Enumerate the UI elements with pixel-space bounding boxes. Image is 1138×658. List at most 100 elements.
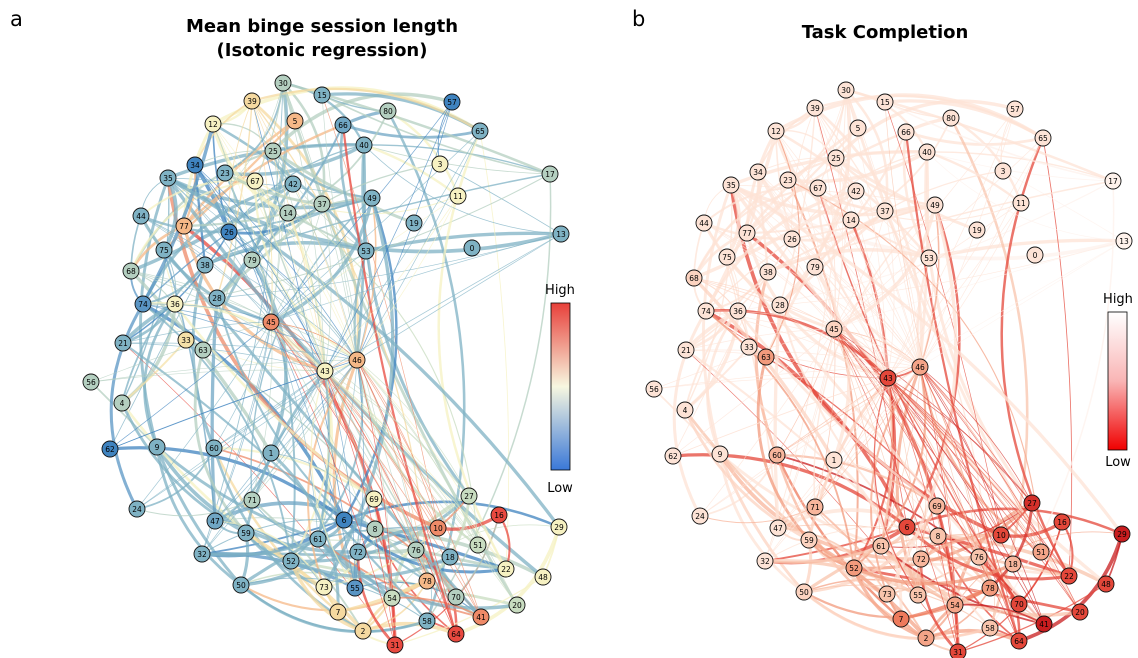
edge: [777, 328, 835, 529]
node: [768, 446, 786, 464]
edge: [289, 560, 364, 633]
node-label: 46: [915, 363, 925, 372]
edge: [887, 240, 1125, 379]
edge: [919, 366, 959, 653]
node: [196, 256, 214, 274]
node-label: 48: [1101, 580, 1111, 589]
edge: [672, 328, 835, 457]
edge: [954, 531, 1123, 606]
node-label: 45: [829, 325, 839, 334]
node-label: 30: [841, 86, 851, 95]
edge: [356, 130, 481, 361]
node: [534, 568, 552, 586]
edge: [808, 538, 928, 640]
node-label: 17: [1108, 177, 1118, 186]
node-label: 64: [1014, 637, 1024, 646]
edge: [884, 210, 921, 368]
node: [155, 241, 173, 259]
node-label: 39: [247, 97, 257, 106]
node-label: 41: [476, 613, 486, 622]
edge: [776, 377, 889, 456]
edge: [213, 446, 375, 500]
edge: [240, 583, 428, 634]
edge: [919, 366, 1002, 536]
node-label: 12: [208, 120, 218, 129]
edge: [730, 184, 835, 330]
edge: [919, 137, 1044, 368]
node-label: 62: [668, 452, 678, 461]
edge: [705, 310, 835, 330]
node: [827, 149, 845, 167]
node: [929, 527, 947, 545]
node-label: 36: [733, 307, 743, 316]
edge: [989, 180, 1115, 629]
edge: [833, 257, 930, 330]
node-label: 0: [470, 244, 475, 253]
node-label: 44: [699, 219, 709, 228]
node-label: 55: [913, 591, 923, 600]
node: [992, 526, 1010, 544]
edge: [884, 170, 1004, 212]
edge: [730, 184, 921, 368]
node-label: 22: [501, 565, 511, 574]
edge: [835, 157, 921, 368]
node-label: 29: [554, 523, 564, 532]
edge: [764, 544, 882, 565]
edge: [270, 233, 562, 323]
node: [490, 506, 508, 524]
node: [1071, 603, 1089, 621]
panel-title: Mean binge session length: [186, 16, 458, 37]
node-label: 30: [278, 79, 288, 88]
edge: [270, 452, 376, 530]
node-label: 33: [744, 343, 754, 352]
edge: [363, 144, 562, 235]
edge: [791, 238, 835, 330]
edge: [251, 321, 273, 501]
node-label: 40: [922, 148, 932, 157]
node-label: 80: [383, 107, 393, 116]
edge: [213, 370, 326, 449]
edge: [887, 377, 1020, 642]
node: [237, 524, 255, 542]
edge: [685, 349, 991, 629]
node: [981, 619, 999, 637]
edge: [765, 130, 800, 358]
node: [876, 93, 894, 111]
edge: [90, 369, 326, 383]
edge: [109, 321, 272, 450]
node: [204, 115, 222, 133]
edge: [926, 151, 1114, 182]
node-label: 19: [409, 219, 419, 228]
node-label: 28: [775, 301, 785, 310]
node: [441, 548, 459, 566]
edge: [919, 257, 934, 368]
edge: [202, 123, 237, 351]
node: [418, 572, 436, 590]
edge: [777, 527, 888, 595]
edge: [776, 366, 921, 456]
node-label: 2: [924, 634, 929, 643]
node: [994, 162, 1012, 180]
node-label: 68: [689, 274, 699, 283]
edge: [833, 459, 939, 537]
node: [981, 579, 999, 597]
edge: [321, 163, 441, 205]
edge: [736, 310, 938, 508]
node: [767, 122, 785, 140]
node: [771, 296, 789, 314]
node: [315, 578, 333, 596]
node: [472, 608, 490, 626]
node: [677, 341, 695, 359]
node: [449, 187, 467, 205]
node: [918, 143, 936, 161]
edge: [900, 586, 991, 621]
node-label: 73: [319, 583, 329, 592]
edge: [756, 356, 811, 541]
edge: [685, 349, 921, 368]
node-label: 21: [118, 339, 128, 348]
node-label: 53: [924, 254, 934, 263]
node: [949, 643, 967, 658]
edge: [775, 130, 889, 379]
edge: [833, 240, 1125, 330]
edge: [254, 180, 326, 372]
